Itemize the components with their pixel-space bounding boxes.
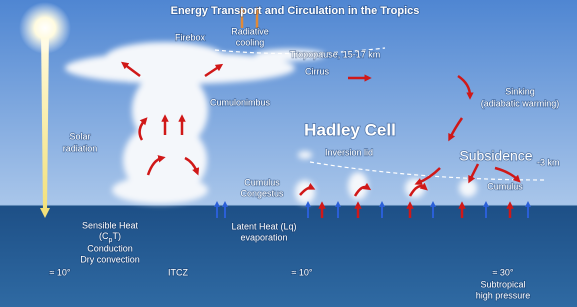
ocean — [0, 205, 577, 307]
title: Energy Transport and Circulation in the … — [171, 5, 420, 17]
heading: Subsidence — [459, 148, 532, 164]
label: (CpT) — [99, 231, 121, 243]
label: Conduction — [87, 243, 133, 253]
latitude: ITCZ — [168, 267, 188, 277]
clouds — [65, 42, 477, 204]
sun-beam — [41, 30, 49, 212]
latitude: ≈ 30° — [492, 267, 513, 277]
label: Solar — [69, 131, 90, 141]
label: Latent Heat (Lq) — [231, 221, 296, 231]
label: cooling — [236, 37, 265, 47]
label: Cumulonimbus — [210, 97, 271, 107]
label: Dry convection — [80, 254, 140, 264]
latitude: high pressure — [476, 290, 531, 300]
latitude: Subtropical — [480, 279, 525, 289]
label: Inversion lid — [325, 147, 373, 157]
sun — [19, 2, 71, 54]
formula-part: (C — [99, 231, 109, 241]
latitude: ≈ 10° — [291, 267, 312, 277]
label: radiation — [63, 143, 98, 153]
label: Cirrus — [305, 66, 329, 76]
label: -3 km — [537, 157, 560, 167]
tropopause-line — [214, 47, 386, 55]
latitude: ≈ 10° — [49, 267, 70, 277]
label: Congestus — [240, 188, 284, 198]
label: evaporation — [240, 232, 287, 242]
circulation-arrows — [121, 6, 531, 218]
sky — [0, 0, 577, 205]
label: Sinking — [505, 86, 535, 96]
heading: Hadley Cell — [304, 120, 396, 139]
label: Firebox — [175, 32, 206, 42]
formula-part: T) — [112, 231, 121, 241]
label: Sensible Heat — [82, 220, 139, 230]
label: Radiative — [231, 26, 269, 36]
label: Cumulus — [487, 181, 523, 191]
label: Cumulus — [244, 177, 280, 187]
formula-sub: p — [109, 237, 113, 244]
label: Tropopause, 15-17 km — [290, 49, 380, 59]
label: (adiabatic warming) — [481, 98, 560, 108]
sun-beam-head — [40, 208, 50, 218]
